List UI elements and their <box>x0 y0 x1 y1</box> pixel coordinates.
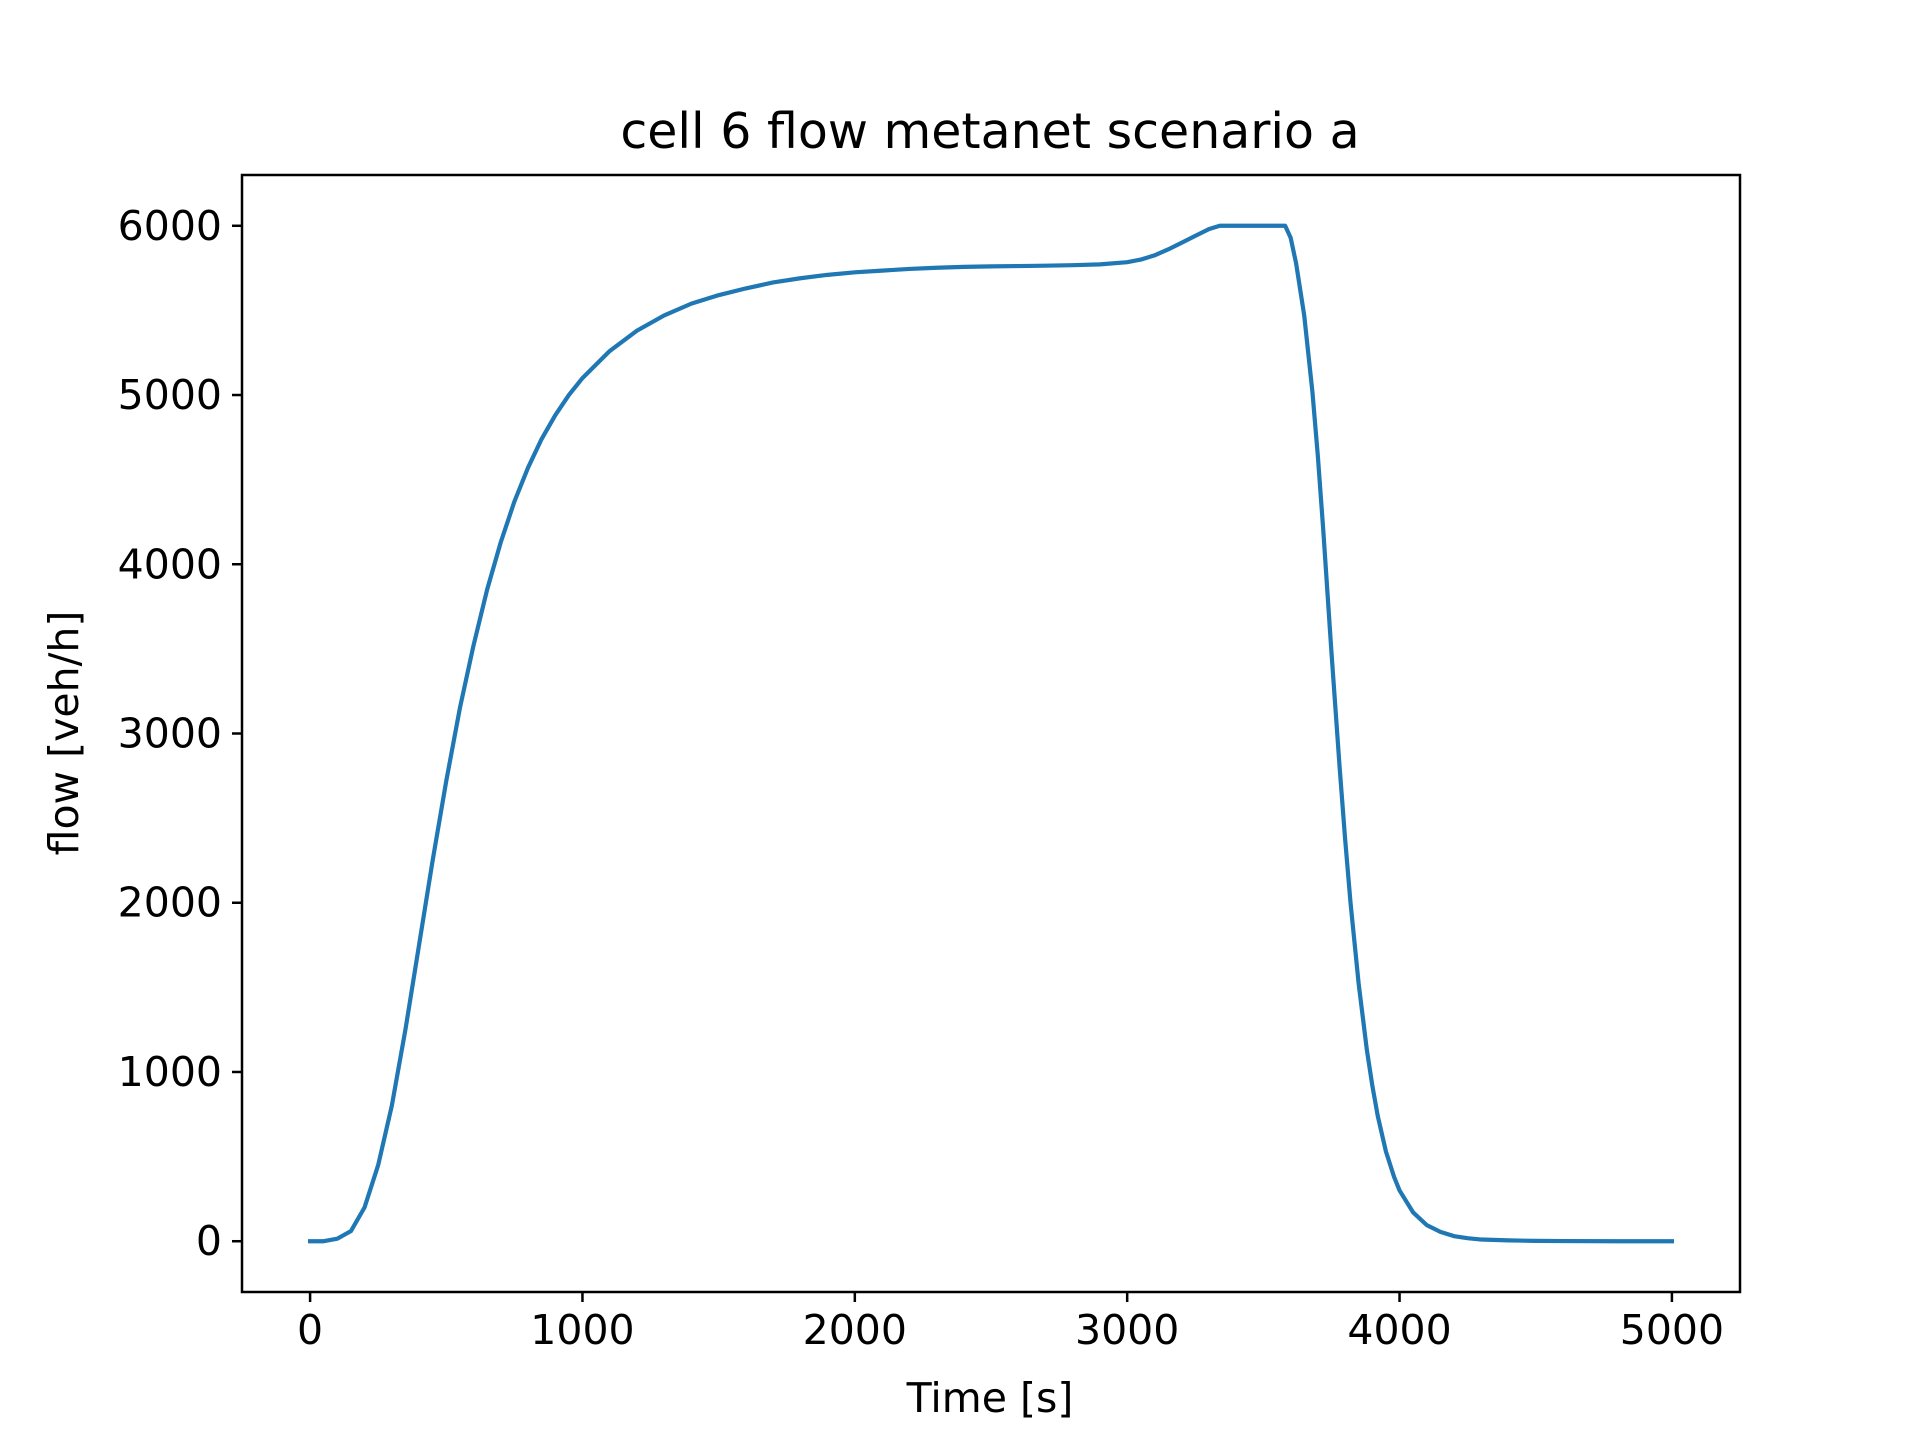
y-tick-label: 4000 <box>118 540 222 588</box>
x-axis-label: Time [s] <box>906 1374 1074 1422</box>
y-axis-label: flow [veh/h] <box>40 611 88 856</box>
y-tick-label: 1000 <box>118 1048 222 1096</box>
y-tick-label: 5000 <box>118 371 222 419</box>
flow-series-line <box>307 223 1675 1244</box>
x-tick-label: 2000 <box>803 1306 907 1354</box>
x-tick-label: 3000 <box>1075 1306 1179 1354</box>
y-tick-label: 2000 <box>118 879 222 927</box>
chart-title: cell 6 flow metanet scenario a <box>620 103 1359 160</box>
y-tick-label: 3000 <box>118 710 222 758</box>
x-axis-ticks: 0 1000 2000 3000 4000 5000 <box>297 1292 1724 1354</box>
x-tick-label: 1000 <box>530 1306 634 1354</box>
x-tick-label: 5000 <box>1620 1306 1724 1354</box>
x-tick-label: 0 <box>297 1306 323 1354</box>
y-axis-ticks: 0 1000 2000 3000 4000 5000 6000 <box>118 202 242 1265</box>
y-tick-label: 6000 <box>118 202 222 250</box>
x-tick-label: 4000 <box>1347 1306 1451 1354</box>
y-tick-label: 0 <box>196 1217 222 1265</box>
